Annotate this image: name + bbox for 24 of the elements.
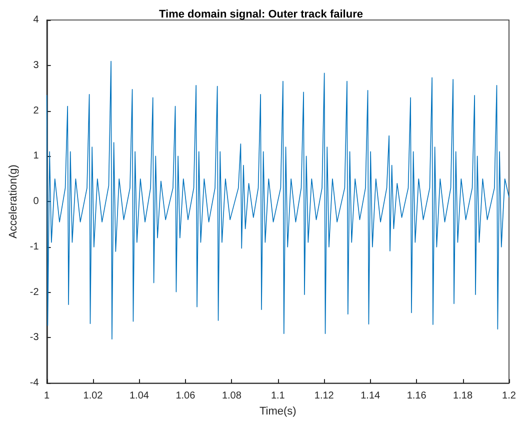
x-tick-label: 1.16: [406, 390, 427, 402]
x-tick-label: 1.1: [270, 390, 286, 402]
y-tick-label: 1: [33, 150, 40, 162]
x-tick-label: 1.04: [130, 390, 150, 402]
y-tick-label: 3: [33, 60, 40, 71]
y-tick-label: 0: [33, 196, 40, 208]
x-tick-label: 1: [44, 390, 50, 402]
x-tick-label: 1.2: [502, 390, 516, 402]
y-tick-label: -2: [30, 286, 40, 298]
chart-title: Time domain signal: Outer track failure: [159, 8, 363, 20]
x-tick-label: 1.14: [360, 390, 381, 402]
x-tick-label: 1.18: [453, 390, 473, 402]
x-tick-label: 1.02: [83, 390, 104, 402]
y-tick-label: -4: [30, 378, 40, 389]
x-axis-title: Time(s): [259, 406, 296, 418]
line-series: [46, 60, 510, 340]
y-tick-label: 2: [33, 105, 40, 116]
x-tick-label: 1.06: [176, 390, 196, 402]
y-tick-label: -3: [30, 332, 40, 344]
x-tick-label: 1.12: [314, 390, 334, 402]
y-tick-label: -1: [30, 241, 40, 252]
y-axis-title: Acceleration(g): [8, 164, 20, 239]
y-tick-label: 4: [33, 14, 40, 26]
x-tick-label: 1.08: [222, 390, 242, 402]
